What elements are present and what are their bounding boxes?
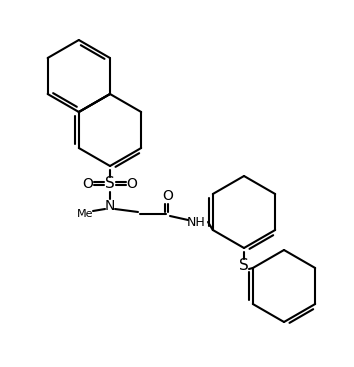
Text: N: N bbox=[105, 199, 115, 213]
Text: S: S bbox=[239, 258, 249, 273]
Text: Me: Me bbox=[77, 209, 93, 219]
Text: NH: NH bbox=[187, 215, 205, 229]
Text: S: S bbox=[105, 177, 115, 192]
Text: O: O bbox=[162, 189, 173, 203]
Text: O: O bbox=[127, 177, 137, 191]
Text: O: O bbox=[82, 177, 93, 191]
